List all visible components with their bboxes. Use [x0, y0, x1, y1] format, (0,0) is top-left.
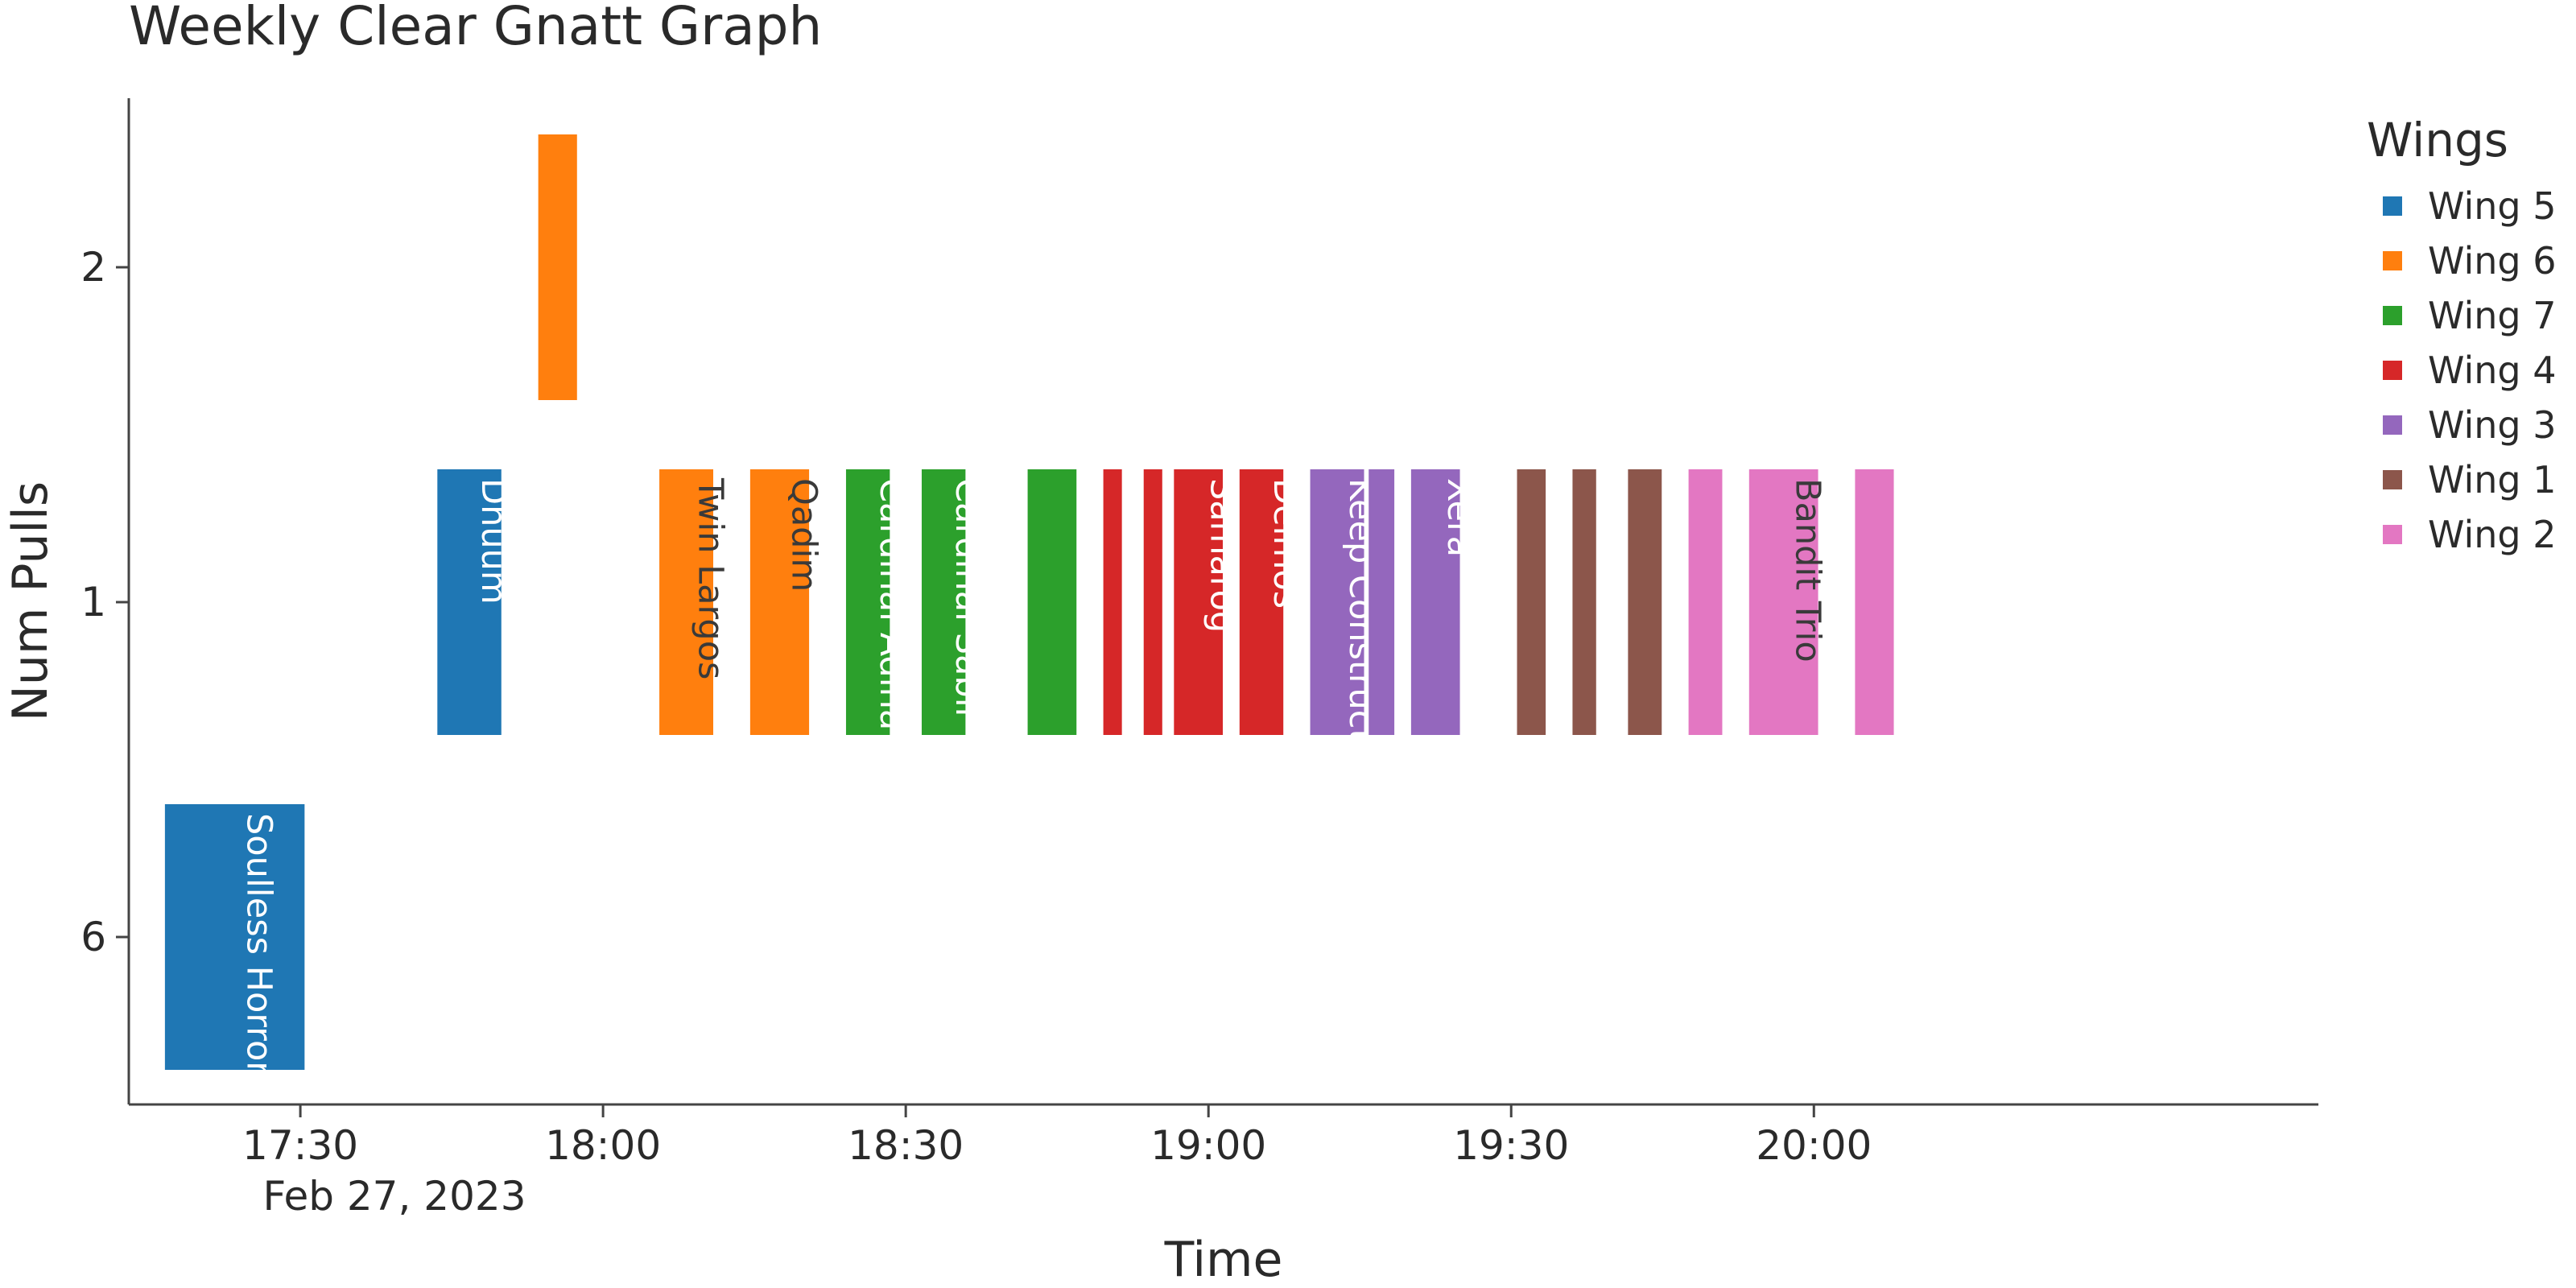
task-bar — [1409, 468, 1462, 737]
legend-item[interactable]: Wing 7 — [2367, 288, 2557, 343]
task-bar — [1853, 468, 1896, 737]
task-bar-label: Qadim — [783, 478, 824, 592]
task-bar — [844, 468, 892, 737]
y-axis-label: Num Pulls — [2, 481, 59, 721]
legend-item[interactable]: Wing 6 — [2367, 233, 2557, 288]
task-bar — [1626, 468, 1664, 737]
task-bar-label: Twin Largos — [691, 477, 731, 679]
task-bar — [748, 468, 811, 737]
legend-label: Wing 7 — [2428, 294, 2557, 337]
legend-swatch — [2383, 361, 2402, 380]
legend-item[interactable]: Wing 1 — [2367, 452, 2557, 507]
legend-items: Wing 5 Wing 6 Wing 7 Wing 4 Wing 3 Wing 1 Wing… — [2367, 179, 2557, 562]
task-bar-label: Cardinal Adina — [872, 478, 912, 730]
task-bar — [1747, 468, 1820, 737]
task-bar — [1515, 468, 1548, 737]
task-bar — [163, 803, 307, 1071]
legend-swatch — [2383, 525, 2402, 544]
legend-swatch — [2383, 470, 2402, 489]
chart-title: Weekly Clear Gnatt Graph — [129, 0, 822, 57]
task-bar — [1686, 468, 1724, 737]
x-tick-label: 18:00 — [545, 1122, 661, 1169]
x-tick-label: 20:00 — [1756, 1122, 1872, 1169]
legend-label: Wing 6 — [2428, 239, 2557, 283]
bars-layer: Soulless Horror Dhuum Twin Largos Qadim Card… — [163, 133, 1896, 1075]
legend-swatch — [2383, 251, 2402, 270]
x-ticks: 17:30 18:00 18:30 19:00 19:30 20:00 — [242, 1104, 1872, 1169]
task-bar — [1237, 468, 1286, 737]
task-bar — [658, 468, 716, 737]
task-bar — [1571, 468, 1598, 737]
legend-swatch — [2383, 306, 2402, 325]
task-bar-label: Cardinal Sabir — [947, 478, 988, 722]
task-bar-label: Soulless Horror — [239, 813, 279, 1075]
task-bar — [1308, 468, 1366, 737]
y-tick-label: 6 — [80, 914, 106, 960]
task-bar — [1172, 468, 1224, 737]
task-bar — [919, 468, 968, 737]
x-tick-label: 17:30 — [242, 1122, 358, 1169]
legend-title: Wings — [2367, 113, 2508, 167]
task-bar — [1141, 468, 1164, 737]
task-bar-label: Bandit Trio — [1788, 478, 1828, 663]
legend-item[interactable]: Wing 2 — [2367, 507, 2557, 562]
x-tick-label: 18:30 — [848, 1122, 964, 1169]
task-bar-label: Samarog — [1203, 478, 1243, 633]
task-bar — [1101, 468, 1124, 737]
y-tick-label: 1 — [80, 579, 106, 625]
task-bar — [1026, 468, 1079, 737]
task-bar — [436, 468, 503, 737]
legend: Wings Wing 5 Wing 6 Wing 7 Wing 4 Wing 3 Wing… — [2367, 113, 2557, 562]
task-bar-label: Deimos — [1265, 478, 1306, 609]
legend-swatch — [2383, 196, 2402, 216]
legend-item[interactable]: Wing 3 — [2367, 398, 2557, 452]
task-bar — [1367, 468, 1397, 737]
legend-label: Wing 4 — [2428, 349, 2557, 392]
legend-swatch — [2383, 415, 2402, 435]
task-bar-label: Xera — [1439, 478, 1480, 557]
legend-label: Wing 3 — [2428, 403, 2557, 447]
y-ticks: 6 1 2 — [80, 244, 129, 960]
task-bar — [536, 133, 579, 402]
task-bar-label: Dhuum — [473, 478, 514, 605]
legend-item[interactable]: Wing 4 — [2367, 343, 2557, 398]
x-date-label: Feb 27, 2023 — [262, 1173, 526, 1220]
legend-label: Wing 2 — [2428, 513, 2557, 556]
x-axis-label: Time — [1164, 1232, 1283, 1288]
y-tick-label: 2 — [80, 244, 106, 291]
legend-label: Wing 1 — [2428, 458, 2557, 502]
legend-item[interactable]: Wing 5 — [2367, 179, 2557, 233]
legend-label: Wing 5 — [2428, 184, 2557, 228]
x-tick-label: 19:30 — [1453, 1122, 1569, 1169]
x-tick-label: 19:00 — [1150, 1122, 1266, 1169]
